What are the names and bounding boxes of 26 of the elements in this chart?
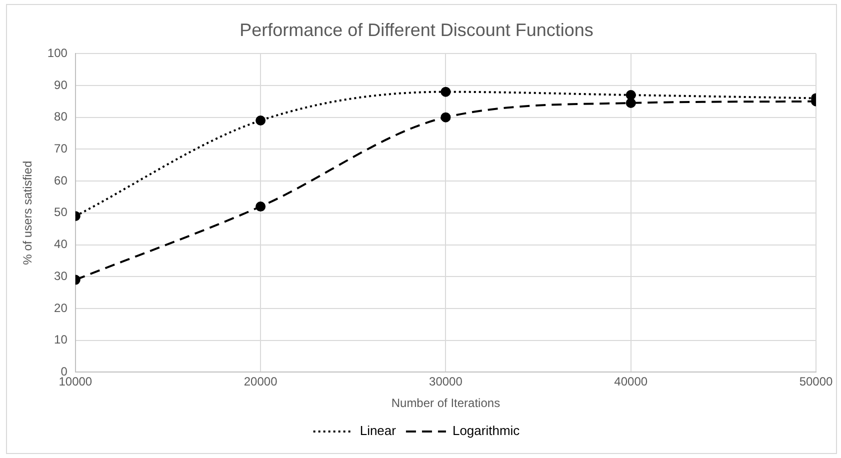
x-tick-label: 50000 — [799, 374, 834, 389]
x-tick-label: 30000 — [429, 374, 463, 389]
y-tick-label: 70 — [54, 141, 68, 156]
y-axis-title: % of users satisfied — [20, 160, 35, 265]
legend-label: Linear — [360, 423, 397, 438]
x-axis-title: Number of Iterations — [391, 396, 500, 410]
point — [440, 112, 451, 122]
y-tick-label: 80 — [54, 110, 68, 124]
x-tick-label: 20000 — [244, 374, 278, 389]
point — [626, 98, 636, 108]
x-tick-label: 10000 — [58, 374, 92, 389]
y-tick-label: 10 — [54, 332, 68, 347]
y-tick-label: 40 — [54, 237, 68, 252]
x-tick-label: 40000 — [614, 374, 648, 389]
y-tick-label: 100 — [47, 46, 68, 60]
legend-label: Logarithmic — [452, 423, 520, 438]
chart-title: Performance of Different Discount Functions — [240, 20, 594, 40]
y-tick-label: 90 — [54, 78, 68, 92]
point — [256, 202, 266, 212]
y-tick-label: 20 — [54, 300, 68, 315]
point — [440, 86, 451, 97]
y-tick-label: 50 — [54, 205, 68, 220]
y-tick-label: 30 — [54, 268, 68, 283]
y-tick-label: 60 — [54, 173, 68, 188]
point — [626, 90, 636, 100]
point — [256, 116, 266, 126]
